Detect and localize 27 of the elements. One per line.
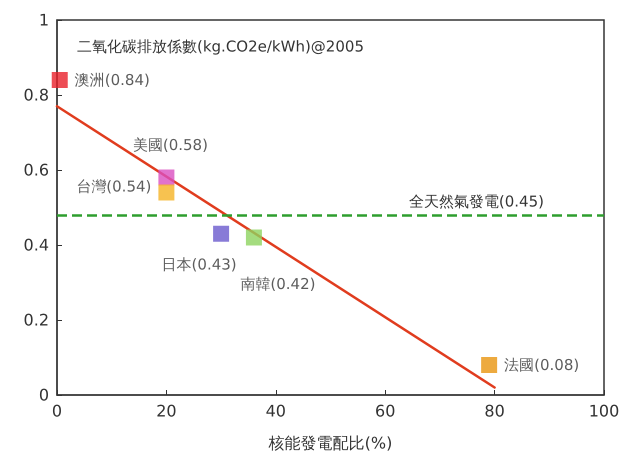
x-tick-label: 20 [156,402,177,420]
data-label: 日本(0.43) [162,255,237,274]
x-axis-title: 核能發電配比(%) [268,434,392,452]
point [246,230,262,246]
y-tick-label: 0.8 [24,86,49,104]
point [481,357,498,373]
y-tick-label: 0 [38,386,49,404]
ref-line-label: 全天然氣發電(0.45) [408,192,544,210]
text: 二氧化碳排放係數(kg.CO2e/kWh)@2005 [77,38,364,56]
x-tick-label: 60 [375,402,396,420]
data-label: 台灣(0.54) [76,178,152,196]
data-label: 美國(0.58) [132,136,208,154]
point [52,72,68,88]
y-tick-label: 0.6 [24,160,49,180]
y-tick-label: 0.2 [24,310,49,330]
x-tick-label: 40 [266,402,286,420]
x-tick-label: 100 [588,402,620,420]
point [158,170,174,186]
data-label: 南韓(0.42) [240,275,316,293]
point [213,226,230,242]
data-label: 澳洲(0.84) [74,71,150,89]
x-tick-label: 0 [52,402,62,420]
point [158,184,174,200]
x-tick-label: 80 [484,402,505,420]
y-tick-label: 0.4 [24,236,49,254]
data-label: 法國(0.08) [504,356,580,374]
y-tick-label: 1 [38,10,49,30]
